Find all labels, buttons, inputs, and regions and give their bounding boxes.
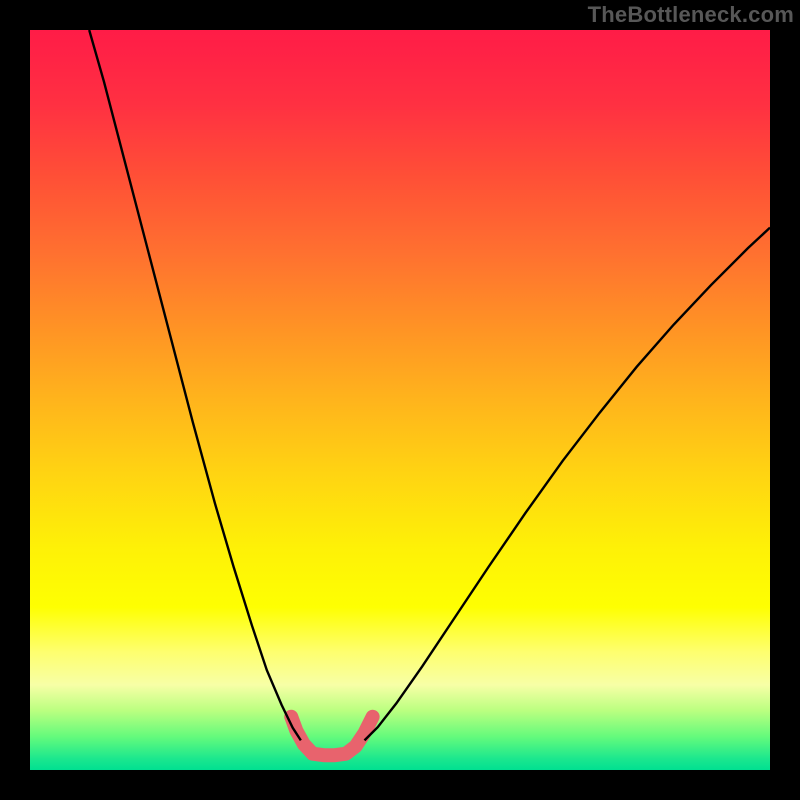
trough-marker — [291, 717, 372, 755]
chart-overlay — [30, 30, 770, 770]
plot-area — [30, 30, 770, 770]
watermark-text: TheBottleneck.com — [588, 2, 794, 28]
bottleneck-curve — [89, 30, 770, 740]
